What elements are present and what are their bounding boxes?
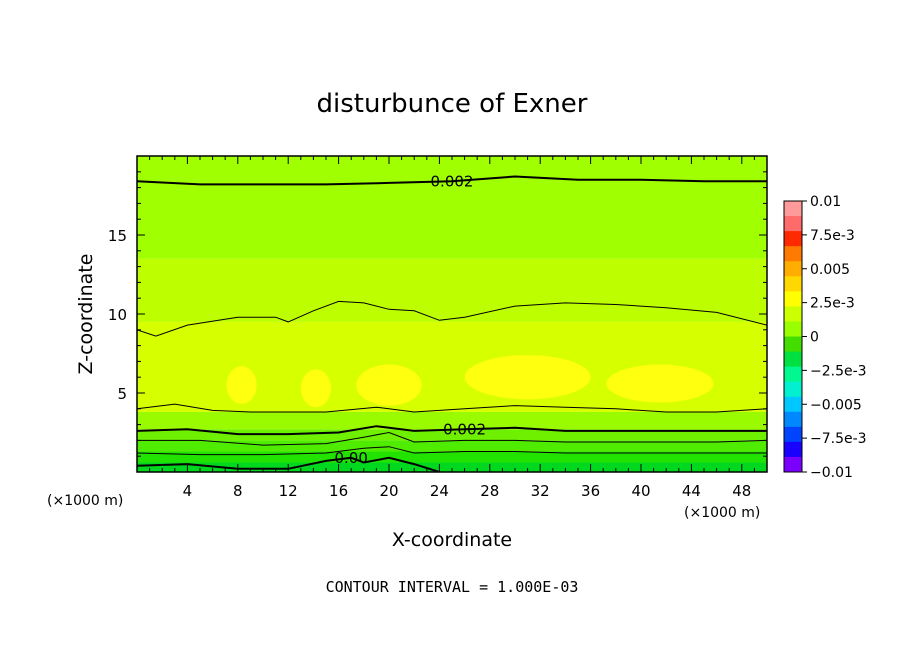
colorbar-swatch-16 bbox=[784, 441, 802, 458]
colorbar-swatch-12 bbox=[784, 381, 802, 398]
colorbar-swatch-10 bbox=[784, 351, 802, 368]
y-tick-label-2: 15 bbox=[108, 227, 127, 245]
colorbar-label-8: −0.01 bbox=[810, 465, 853, 481]
colorbar-swatch-11 bbox=[784, 366, 802, 383]
colorbar-label-5: −2.5e-3 bbox=[810, 363, 867, 379]
max-region-4 bbox=[606, 364, 714, 403]
contour-line-6 bbox=[137, 456, 440, 472]
contour-line-5 bbox=[137, 446, 767, 456]
x-tick-label-4: 20 bbox=[379, 482, 398, 500]
colorbar-label-3: 2.5e-3 bbox=[810, 296, 855, 312]
contour-label-0: 0.002 bbox=[431, 172, 474, 190]
colorbar-swatch-15 bbox=[784, 426, 802, 443]
colorbar-label-4: 0 bbox=[810, 330, 819, 346]
colorbar-swatch-7 bbox=[784, 306, 802, 322]
heatmap-band-4 bbox=[137, 411, 767, 430]
contour-line-3 bbox=[137, 425, 767, 436]
colorbar-label-1: 7.5e-3 bbox=[810, 228, 855, 244]
x-tick-label-5: 24 bbox=[430, 482, 449, 500]
colorbar-swatch-17 bbox=[784, 456, 802, 473]
heatmap-band-0 bbox=[137, 462, 767, 472]
y-tick-label-0: 5 bbox=[117, 385, 127, 403]
colorbar-swatch-14 bbox=[784, 411, 802, 428]
contour-line-1 bbox=[137, 300, 767, 337]
x-tick-label-8: 36 bbox=[581, 482, 600, 500]
y-axis-label: Z-coordinate bbox=[75, 254, 97, 375]
colorbar-label-7: −7.5e-3 bbox=[810, 431, 867, 447]
colorbar-swatch-8 bbox=[784, 321, 802, 337]
contour-line-2 bbox=[137, 403, 767, 413]
x-tick-label-10: 44 bbox=[682, 482, 701, 500]
colorbar-label-6: −0.005 bbox=[810, 397, 862, 413]
contour-lines bbox=[137, 175, 767, 472]
x-tick-label-6: 28 bbox=[480, 482, 499, 500]
contour-labels: 0.002 0.002 0.00 bbox=[334, 172, 486, 467]
x-tick-label-11: 48 bbox=[732, 482, 751, 500]
x-unit-label: (×1000 m) bbox=[684, 505, 760, 521]
heatmap-band-3 bbox=[137, 429, 767, 441]
contour-label-6: 0.00 bbox=[334, 449, 367, 467]
heatmap-band-7 bbox=[137, 156, 767, 259]
contour-line-4 bbox=[137, 431, 767, 446]
colorbar: 0.01 7.5e-3 0.005 2.5e-3 0 −2.5e-3 −0.005 −7.5e… bbox=[783, 194, 867, 481]
x-tick-label-1: 8 bbox=[233, 482, 243, 500]
x-tick-label-2: 12 bbox=[279, 482, 298, 500]
y-tick-label-1: 10 bbox=[108, 306, 127, 324]
x-tick-label-3: 16 bbox=[329, 482, 348, 500]
z-unit-label: (×1000 m) bbox=[47, 493, 123, 509]
heatmap-band-6 bbox=[137, 258, 767, 322]
colorbar-label-2: 0.005 bbox=[810, 262, 850, 278]
x-axis-label: X-coordinate bbox=[392, 529, 512, 551]
contour-interval-text: CONTOUR INTERVAL = 1.000E-03 bbox=[326, 578, 579, 596]
colorbar-swatch-2 bbox=[784, 231, 802, 247]
colorbar-swatch-5 bbox=[784, 276, 802, 292]
colorbar-label-0: 0.01 bbox=[810, 194, 841, 210]
heatmap-band-2 bbox=[137, 440, 767, 452]
colorbar-swatch-9 bbox=[784, 336, 802, 353]
colorbar-swatch-3 bbox=[784, 246, 802, 262]
heatmap-band-1 bbox=[137, 451, 767, 463]
contour-label-3: 0.002 bbox=[443, 420, 486, 438]
colorbar-swatch-0 bbox=[784, 201, 802, 217]
max-region-3 bbox=[464, 355, 591, 400]
x-tick-label-7: 32 bbox=[531, 482, 550, 500]
colorbar-swatch-13 bbox=[784, 396, 802, 413]
max-region-2 bbox=[356, 364, 422, 406]
contour-line-0 bbox=[137, 175, 767, 186]
max-region-1 bbox=[300, 369, 332, 408]
max-region-0 bbox=[226, 366, 257, 405]
chart-title: disturbunce of Exner bbox=[317, 89, 588, 119]
colorbar-swatch-4 bbox=[784, 261, 802, 277]
heatmap-fill bbox=[137, 156, 767, 472]
x-tick-label-0: 4 bbox=[183, 482, 193, 500]
colorbar-swatch-1 bbox=[784, 216, 802, 232]
x-tick-label-9: 40 bbox=[631, 482, 650, 500]
colorbar-swatch-6 bbox=[784, 291, 802, 307]
